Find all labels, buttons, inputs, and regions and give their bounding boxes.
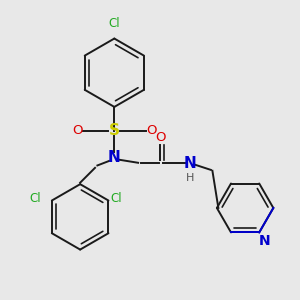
Text: O: O — [72, 124, 83, 137]
Text: Cl: Cl — [109, 17, 120, 30]
Text: S: S — [109, 123, 120, 138]
Text: N: N — [184, 156, 196, 171]
Text: O: O — [146, 124, 157, 137]
Text: Cl: Cl — [110, 192, 122, 205]
Text: N: N — [258, 234, 270, 248]
Text: Cl: Cl — [30, 192, 41, 205]
Text: N: N — [108, 150, 121, 165]
Text: O: O — [155, 131, 166, 144]
Text: H: H — [186, 172, 194, 183]
